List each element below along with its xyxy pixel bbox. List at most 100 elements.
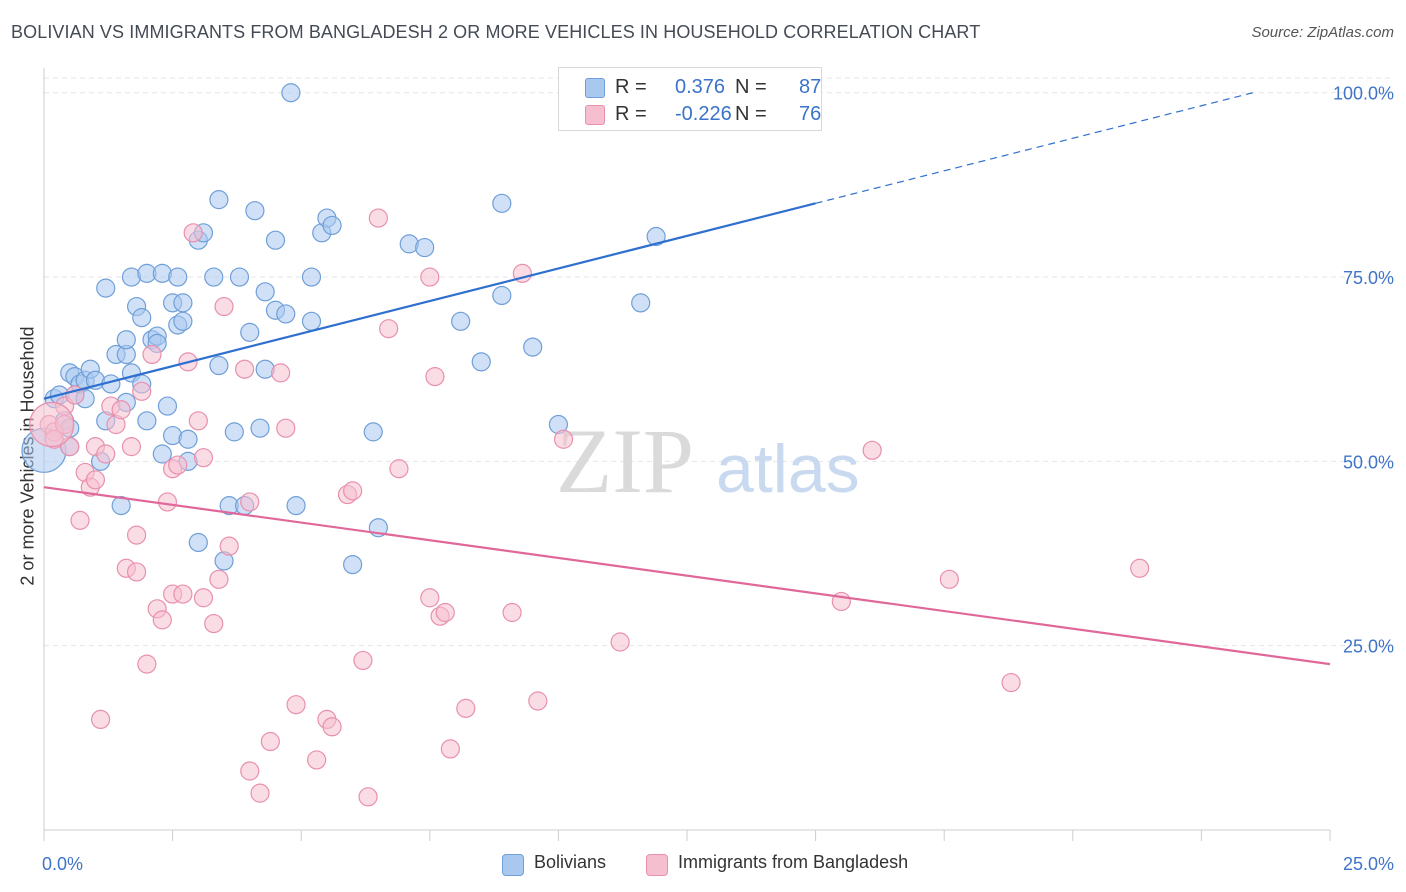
bolivian-point: [523, 337, 543, 357]
bolivian-point: [224, 422, 244, 442]
bolivian-point: [168, 267, 188, 287]
n-label: N =: [735, 103, 767, 125]
bangladesh-point: [456, 698, 476, 718]
bolivian-point: [646, 226, 666, 247]
n-value: 87: [799, 76, 822, 98]
bangladesh-point: [440, 739, 460, 759]
bolivian-point: [137, 411, 157, 431]
bolivian-point: [132, 308, 152, 328]
r-label: R =: [615, 103, 647, 125]
bangladesh-point: [862, 440, 882, 460]
bolivian-point: [116, 330, 136, 350]
bangladesh-point: [271, 363, 291, 383]
bangladesh-point: [152, 610, 172, 630]
bolivian-point: [209, 190, 229, 210]
tick-labels: 25.0% 50.0% 75.0% 100.0% 0.0% 25.0%: [42, 84, 1394, 874]
bangladesh-point: [553, 429, 574, 449]
chart-title: BOLIVIAN VS IMMIGRANTS FROM BANGLADESH 2…: [11, 22, 981, 42]
bolivian-point: [152, 444, 172, 464]
bangladesh-point: [379, 319, 399, 339]
bangladesh-point: [502, 602, 522, 623]
data-points: [21, 83, 1150, 807]
bangladesh-point: [193, 448, 214, 468]
bolivian-point: [229, 267, 250, 287]
bangladesh-point: [204, 613, 224, 634]
stats-box: R = 0.376 N = 87 R = -0.226 N = 76: [558, 67, 822, 131]
bolivian-point: [250, 418, 270, 438]
bangladesh-point: [389, 459, 409, 479]
y-tick-label: 75.0%: [1343, 268, 1394, 288]
source-label: Source: ZipAtlas.com: [1251, 24, 1394, 41]
bangladesh-point: [343, 481, 363, 501]
bangladesh-point: [240, 492, 260, 512]
bolivian-point: [322, 215, 342, 236]
bangladesh-point: [137, 654, 157, 674]
bolivian-point: [343, 554, 363, 575]
bolivian-point: [286, 496, 306, 516]
bangladesh-point: [183, 223, 203, 243]
bangladesh-point: [219, 536, 239, 556]
watermark-zip: ZIP: [556, 410, 694, 512]
bolivian-point: [631, 293, 651, 313]
bangladesh-point: [420, 267, 440, 287]
bangladesh-point: [214, 296, 234, 317]
bangladesh-point: [260, 731, 280, 752]
bangladesh-point: [193, 588, 214, 608]
bangladesh-point: [307, 750, 327, 770]
bangladesh-swatch: [585, 105, 605, 125]
bolivian-point: [173, 311, 193, 331]
bangladesh-point: [939, 569, 959, 589]
bangladesh-point: [240, 761, 260, 781]
bangladesh-point: [209, 569, 229, 589]
bangladesh-point: [132, 381, 152, 401]
bolivian-point: [301, 267, 322, 287]
bangladesh-point: [276, 418, 296, 438]
x-tick-label: 0.0%: [42, 854, 83, 874]
bolivian-point: [301, 311, 322, 331]
bangladesh-point: [368, 208, 388, 228]
r-value: -0.226: [675, 103, 732, 125]
bangladesh-point: [1001, 672, 1021, 693]
bolivian-point: [188, 532, 208, 553]
bangladesh-point: [435, 602, 455, 623]
bangladesh-point: [188, 411, 208, 431]
bangladesh-point: [425, 366, 445, 387]
bangladesh-point: [121, 437, 142, 457]
bangladesh-point: [168, 455, 188, 475]
bolivian-point: [157, 396, 178, 416]
r-label: R =: [615, 76, 647, 98]
trend-lines: [43, 92, 1331, 666]
bangladesh-point: [610, 632, 630, 652]
bangladesh-trend-line: [43, 486, 1331, 666]
bolivian-point: [204, 267, 224, 287]
n-label: N =: [735, 76, 767, 98]
legend-label: Immigrants from Bangladesh: [678, 852, 909, 872]
bangladesh-point: [90, 709, 111, 730]
bolivian-point: [255, 282, 275, 302]
y-tick-label: 50.0%: [1343, 452, 1394, 472]
bangladesh-point: [358, 787, 378, 807]
bolivian-point: [240, 322, 260, 342]
bangladesh-point: [85, 470, 106, 490]
bolivian-point: [265, 230, 286, 250]
bangladesh-point: [70, 510, 90, 530]
bolivian-point: [281, 83, 301, 103]
bolivians-trend-extension: [815, 92, 1253, 204]
y-tick-label: 25.0%: [1343, 637, 1394, 657]
bangladesh-legend-swatch: [646, 854, 668, 876]
legend-label: Bolivians: [534, 852, 607, 872]
x-tick-label: 25.0%: [1343, 854, 1394, 874]
bangladesh-point: [126, 525, 147, 545]
bolivian-point: [415, 237, 435, 258]
bangladesh-point: [528, 691, 548, 711]
n-value: 76: [799, 103, 822, 125]
bolivian-point: [209, 355, 229, 376]
bolivian-point: [451, 311, 471, 331]
bangladesh-point: [111, 400, 131, 420]
bangladesh-point: [286, 695, 306, 715]
bangladesh-point: [142, 344, 162, 365]
bangladesh-point: [235, 359, 255, 379]
bangladesh-point: [173, 584, 193, 604]
bolivian-point: [363, 422, 383, 442]
watermark: ZIP atlas: [556, 410, 860, 512]
